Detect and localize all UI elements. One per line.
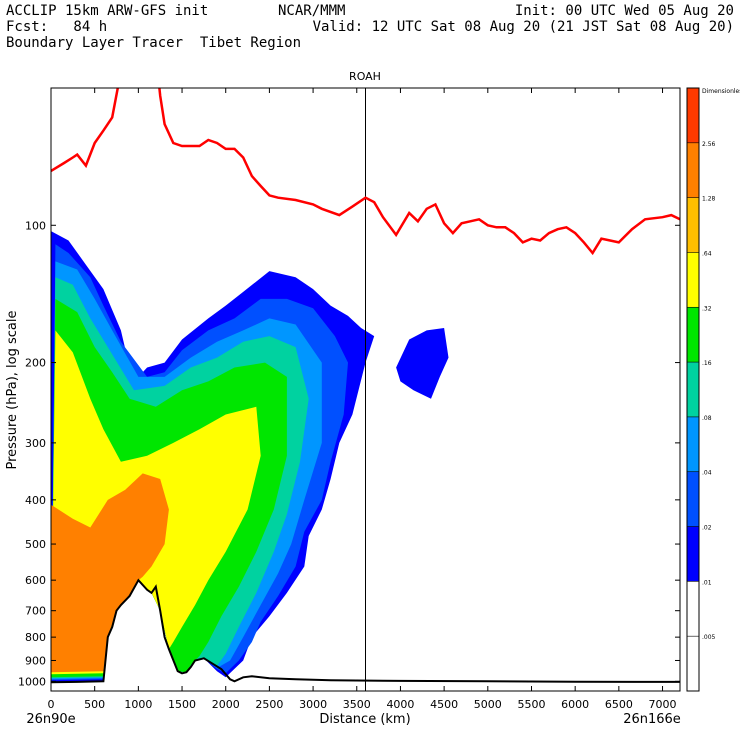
colorbar-label: .32 [702, 305, 712, 312]
colorbar-frame [686, 87, 700, 692]
colorbar-label: 1.28 [702, 196, 716, 203]
y-tick-label: 600 [25, 574, 46, 587]
field-title: Boundary Layer Tracer Tibet Region [6, 35, 302, 51]
colorbar-label: .64 [702, 250, 712, 257]
colorbar-label: .02 [702, 525, 712, 532]
y-tick-label: 1000 [18, 675, 46, 688]
tropopause-line [51, 88, 680, 256]
y-tick-label: 800 [25, 631, 46, 644]
x-tick-label: 3500 [343, 698, 371, 711]
forecast-hour: Fcst: 84 h [6, 19, 108, 35]
x-tick-label: 4000 [386, 698, 414, 711]
plot-frame [50, 87, 681, 692]
colorbar-label: .16 [702, 360, 712, 367]
x-tick-label: 500 [84, 698, 105, 711]
y-tick-label: 500 [25, 538, 46, 551]
chart-title: ROAH [349, 70, 381, 83]
x-tick-label: 0 [48, 698, 55, 711]
x-axis-label: Distance (km) [319, 712, 410, 727]
colorbar-swatch [687, 362, 699, 417]
x-tick-label: 3000 [299, 698, 327, 711]
shade-level-.01 [396, 328, 449, 399]
y-tick-label: 400 [25, 494, 46, 507]
y-tick-label: 900 [25, 654, 46, 667]
colorbar-label: Dimensionless [702, 88, 740, 95]
y-tick-label: 100 [25, 219, 46, 232]
x-tick-label: 1000 [124, 698, 152, 711]
colorbar-swatch [687, 636, 699, 691]
colorbar-label: .08 [702, 415, 712, 422]
x-tick-label: 1500 [168, 698, 196, 711]
tracer-shading [51, 231, 449, 683]
colorbar-swatch [687, 252, 699, 308]
run-title: ACCLIP 15km ARW-GFS init [6, 3, 209, 19]
colorbar-swatch [687, 526, 699, 582]
x-tick-label: 2500 [255, 698, 283, 711]
line-overlays [51, 88, 680, 691]
x-tick-label: 5500 [517, 698, 545, 711]
x-start-location: 26n90e [26, 712, 75, 727]
colorbar-swatch [687, 142, 699, 198]
valid-time: Valid: 12 UTC Sat 08 Aug 20 (21 JST Sat … [312, 19, 734, 35]
colorbar: Dimensionless 2.56 1.28 .64 .32 .16 .08 .04 .02.… [686, 87, 740, 692]
y-tick-label: 200 [25, 357, 46, 370]
axes: 0 500 1000 1500 2000 2500 3000 3500 4000 4500 5000… [18, 88, 680, 711]
colorbar-swatch [687, 307, 699, 363]
colorbar-label: 2.56 [702, 141, 716, 148]
y-tick-label: 300 [25, 437, 46, 450]
organization: NCAR/MMM [278, 3, 346, 19]
colorbar-label: .04 [702, 470, 712, 477]
y-axis-label: Pressure (hPa), log scale [5, 311, 20, 470]
init-time: Init: 00 UTC Wed 05 Aug 20 [514, 3, 734, 19]
terrain-line [51, 578, 680, 684]
x-end-location: 26n166e [623, 712, 681, 727]
x-tick-label: 6500 [605, 698, 633, 711]
y-tick-label: 700 [25, 605, 46, 618]
x-tick-label: 4500 [430, 698, 458, 711]
x-tick-label: 5000 [474, 698, 502, 711]
colorbar-label: .005 [702, 634, 716, 641]
shade-level-.64 [51, 473, 169, 673]
x-tick-label: 2000 [212, 698, 240, 711]
colorbar-swatch [687, 88, 699, 143]
x-tick-label: 6000 [561, 698, 589, 711]
x-tick-label: 7000 [649, 698, 677, 711]
colorbar-swatch [687, 197, 699, 253]
colorbar-swatch [687, 416, 699, 472]
colorbar-swatch [687, 581, 699, 637]
colorbar-label: .01 [702, 579, 712, 586]
colorbar-swatch [687, 471, 699, 527]
